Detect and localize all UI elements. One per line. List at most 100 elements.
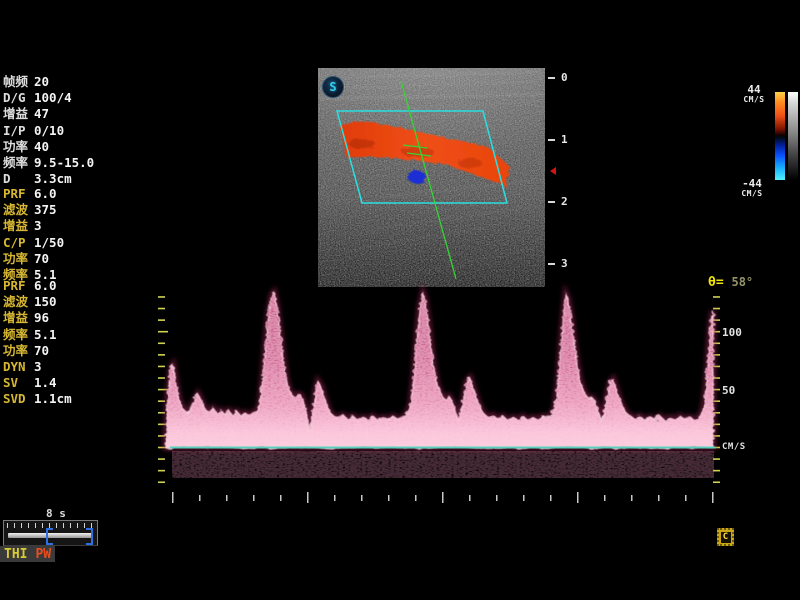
timeline-tick [63,523,64,528]
param-value: 5.1 [34,266,57,282]
timeline-tick [91,523,92,528]
color-roi-box[interactable] [336,110,508,204]
spectral-mirror-noise [172,451,714,478]
param-value: 70 [34,250,50,266]
param-row: 频率 5.1 [3,327,163,343]
param-row: 功率 70 [3,343,163,359]
color-doppler-parameter-panel: PRF 6.0 滤波 375 增益 3 C/P 1/50 功率 70 频率 5.1 [3,186,163,283]
timeline-tick [49,523,50,528]
param-label: 功率 [3,342,29,358]
cine-loop-icon[interactable]: C [717,528,734,546]
param-value: 3.3cm [34,171,72,187]
timeline-tick [84,523,85,528]
depth-label: 3 [561,257,568,270]
param-row: PRF 6.0 [3,186,163,202]
pw-spectral-trace [166,292,713,448]
active-modes-bar: THI PW [0,546,56,562]
param-value: 5.1 [34,326,57,342]
param-value: 3 [34,218,42,234]
param-label: 增益 [3,106,29,122]
bmode-overlays [336,80,510,280]
color-scale-min: -44 CM/S [741,177,763,198]
depth-label: 1 [561,133,568,146]
param-value: 6.0 [34,186,57,201]
timeline-tick [56,523,57,528]
doppler-beam-line[interactable] [400,80,457,280]
bmode-parameter-panel: 帧频 20 D/G 100/4 增益 47 I/P 0/10 功率 40 频率 9.5-15.0 D 3.… [3,74,163,187]
param-label: 频率 [3,326,29,342]
param-value: 40 [34,138,50,154]
timeline-tick [21,523,22,528]
param-row: 频率 9.5-15.0 [3,155,163,171]
param-value: 100/4 [34,90,72,106]
sweep-time-label: 8 s [46,507,66,520]
param-label: I/P [3,122,26,138]
param-value: 1/50 [34,234,65,250]
param-row: SVD 1.1cm [3,391,163,407]
timeline-tick [28,523,29,528]
param-value: 70 [34,342,50,358]
timeline-left-bracket-handle[interactable] [46,528,53,545]
param-label: 增益 [3,310,29,326]
param-value: 1.4 [34,375,57,391]
vein-blue-flow-dot [408,170,426,184]
param-label: 频率 [3,154,29,170]
param-label: 滤波 [3,202,29,218]
param-row: 滤波 150 [3,294,163,310]
param-label: D/G [3,90,26,106]
depth-label: 0 [561,71,568,84]
param-row: I/P 0/10 [3,123,163,139]
param-row: DYN 3 [3,359,163,375]
param-row: D 3.3cm [3,171,163,187]
vendor-logo: S [322,76,344,98]
param-label: D [3,171,11,187]
param-row: 频率 5.1 [3,267,163,283]
timeline-tick [70,523,71,528]
param-row: 增益 47 [3,106,163,122]
doppler-angle-readout: θ= 58° [708,271,753,290]
velocity-axis-label: 100 [722,325,742,339]
param-row: D/G 100/4 [3,90,163,106]
depth-tick [548,139,555,141]
angle-value: 58° [731,275,754,289]
param-value: 6.0 [34,278,57,293]
timeline-tick [35,523,36,528]
depth-tick [548,263,555,265]
depth-tick [548,77,555,79]
timeline-right-bracket-handle[interactable] [86,528,93,545]
param-row: PRF 6.0 [3,278,163,294]
param-value: 96 [34,310,50,326]
timeline-tick [7,523,8,528]
param-value: 0/10 [34,122,65,138]
param-label: 频率 [3,266,29,282]
color-doppler-scale-bar [775,92,785,180]
timeline-tick [42,523,43,528]
cine-timeline-scrollbar[interactable] [3,520,98,546]
param-value: 47 [34,106,50,122]
grayscale-bar [788,92,798,180]
param-row: 功率 40 [3,139,163,155]
param-row: 功率 70 [3,251,163,267]
timeline-tick [77,523,78,528]
param-label: PRF [3,186,26,201]
pw-doppler-parameter-panel: PRF 6.0 滤波 150 增益 96 频率 5.1 功率 70 DYN 3 SV 1.4 SVD 1.1c… [3,278,163,408]
param-label: 功率 [3,250,29,266]
param-value: 375 [34,202,57,218]
param-row: 滤波 375 [3,202,163,218]
spectral-baseline [170,446,716,449]
param-label: PRF [3,278,26,293]
bmode-ultrasound-image: S [318,68,545,287]
velocity-axis-unit: CM/S [722,441,746,452]
param-row: 增益 3 [3,218,163,234]
param-label: SV [3,375,19,391]
color-scale-max: 44 CM/S [743,83,765,104]
focus-marker-icon[interactable] [550,167,556,175]
angle-symbol: θ= [708,275,732,290]
mode-label-pw: PW [35,546,52,562]
param-row: 增益 96 [3,310,163,326]
timeline-track[interactable] [8,533,93,538]
param-row: 帧频 20 [3,74,163,90]
param-label: SVD [3,391,26,407]
param-value: 1.1cm [34,391,72,407]
param-value: 3 [34,358,42,374]
